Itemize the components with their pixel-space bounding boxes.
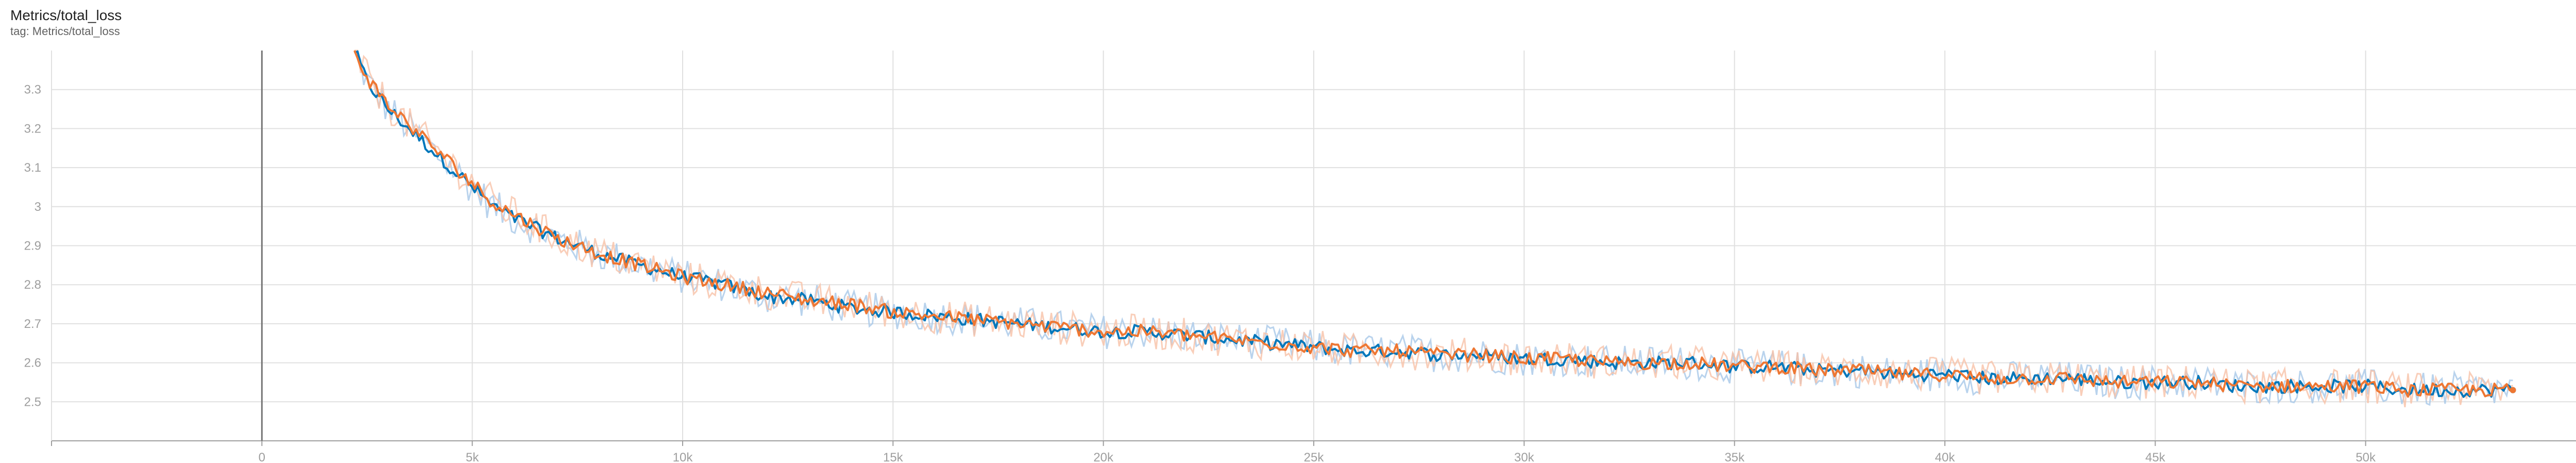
- y-tick-label: 2.5: [24, 395, 41, 409]
- y-tick-label: 3: [35, 200, 41, 214]
- chart-title: Metrics/total_loss: [10, 7, 122, 23]
- x-tick-label: 0: [259, 451, 265, 463]
- y-tick-label: 2.6: [24, 356, 41, 370]
- x-tick-label: 15k: [883, 451, 904, 463]
- y-tick-label: 3.1: [24, 161, 41, 175]
- x-tick-label: 25k: [1304, 451, 1325, 463]
- x-tick-label: 10k: [673, 451, 693, 463]
- x-tick-label: 40k: [1935, 451, 1956, 463]
- series-line[interactable]: [353, 50, 2514, 398]
- x-tick-label: 45k: [2145, 451, 2166, 463]
- y-tick-label: 2.9: [24, 239, 41, 253]
- grid: [52, 51, 2576, 441]
- series-end-marker: [2510, 387, 2516, 393]
- x-tick-label: 20k: [1093, 451, 1114, 463]
- y-tick-label: 3.3: [24, 83, 41, 97]
- x-tick-label: 35k: [1724, 451, 1745, 463]
- chart-tag: tag: Metrics/total_loss: [10, 25, 120, 38]
- tick-labels: 2.5 2.6 2.7 2.8 2.9 3 3.1 3.2 3.3 0 5k 10k 15k 20k 25k…: [24, 83, 2376, 463]
- x-tick-label: 50k: [2355, 451, 2376, 463]
- series-line[interactable]: [353, 50, 2514, 398]
- axes: [51, 51, 2576, 446]
- raw-series-line: [354, 49, 2514, 407]
- x-tick-label: 5k: [466, 451, 479, 463]
- y-tick-label: 2.7: [24, 317, 41, 331]
- y-tick-label: 2.8: [24, 278, 41, 292]
- y-tick-label: 3.2: [24, 122, 41, 136]
- x-tick-label: 30k: [1514, 451, 1535, 463]
- series: [353, 50, 2516, 398]
